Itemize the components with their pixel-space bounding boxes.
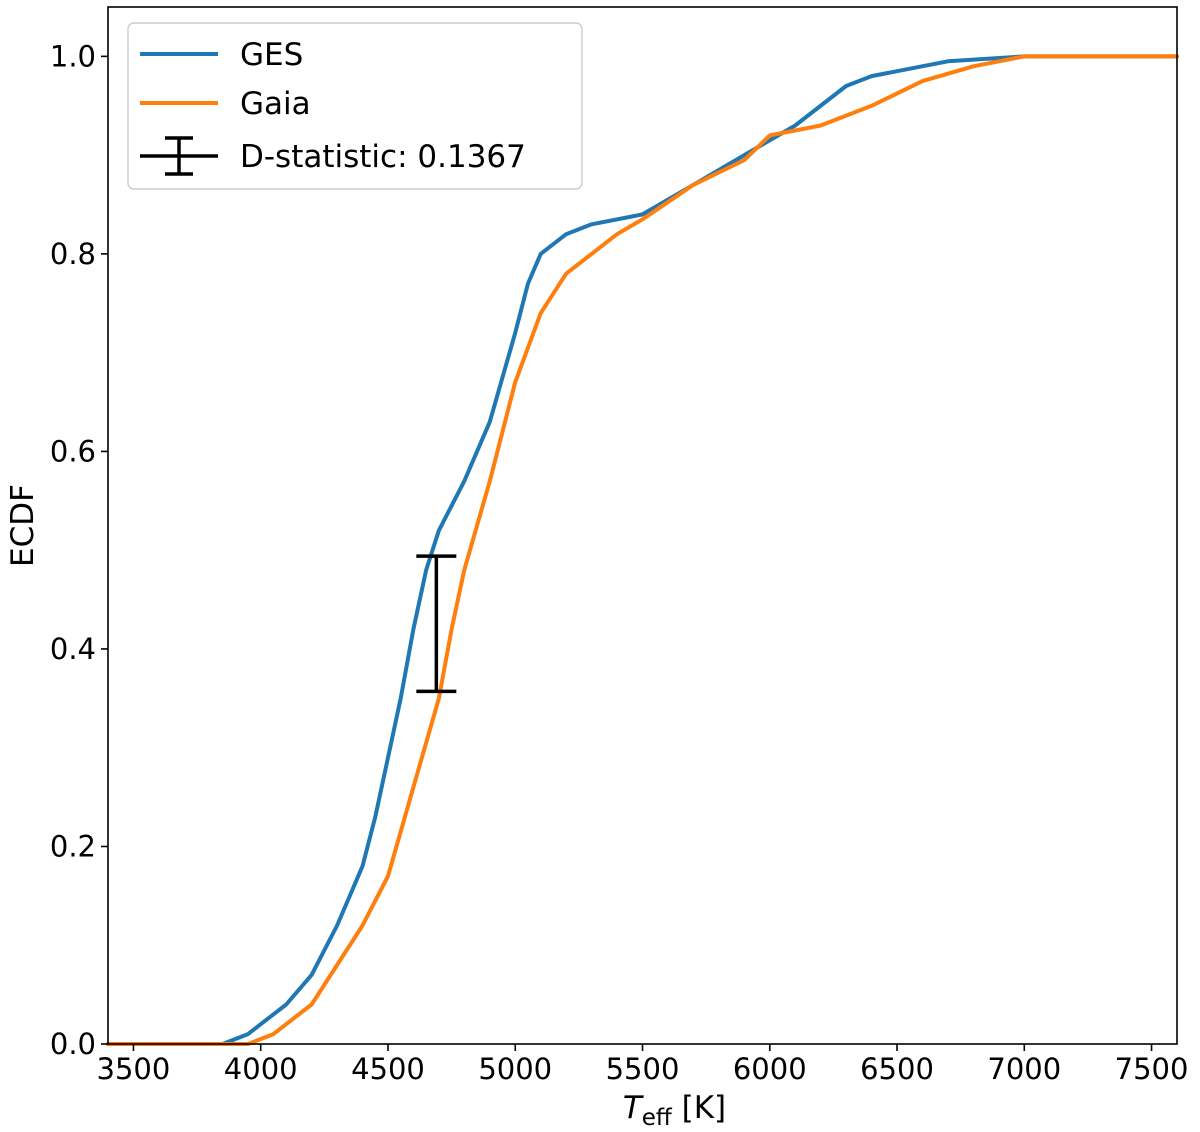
series-layer	[106, 54, 1179, 1046]
x-tick-label: 5500	[606, 1052, 680, 1086]
x-tick-label: 4500	[351, 1052, 425, 1086]
x-axis-label-unit: [K]	[672, 1090, 726, 1126]
legend: GES Gaia D-statistic: 0.1367	[127, 22, 583, 190]
y-tick-label: 0.2	[50, 829, 96, 863]
x-axis-label-main: T	[623, 1090, 644, 1126]
y-axis-ticks: 0.0 0.2 0.4 0.6 0.8 1.0	[50, 39, 108, 1061]
x-tick-label: 3500	[97, 1052, 171, 1086]
x-axis-label: Teff [K]	[623, 1090, 726, 1131]
y-axis-label: ECDF	[5, 484, 41, 567]
legend-swatch-d-statistic	[140, 136, 218, 176]
x-axis-label-sub: eff	[642, 1105, 673, 1131]
x-tick-label: 7000	[987, 1052, 1061, 1086]
x-tick-label: 7500	[1115, 1052, 1189, 1086]
legend-box	[127, 22, 583, 190]
y-tick-label: 0.0	[50, 1027, 96, 1061]
legend-label-gaia: Gaia	[240, 86, 311, 122]
errorbar-layer	[416, 554, 457, 694]
y-tick-label: 0.4	[50, 632, 96, 666]
y-tick-label: 1.0	[50, 39, 96, 73]
x-tick-label: 6000	[733, 1052, 807, 1086]
x-tick-label: 5000	[478, 1052, 552, 1086]
x-tick-label: 6500	[860, 1052, 934, 1086]
x-axis-ticks: 3500 4000 4500 5000 5500 6000 6500 7000 7500	[97, 1044, 1189, 1086]
y-tick-label: 0.8	[50, 237, 96, 271]
y-tick-label: 0.6	[50, 434, 96, 468]
legend-label-ges: GES	[240, 37, 303, 73]
series-line-gaia	[106, 54, 1179, 1046]
legend-label-d-statistic: D-statistic: 0.1367	[240, 139, 526, 175]
x-tick-label: 4000	[224, 1052, 298, 1086]
series-line-ges	[106, 54, 1179, 1046]
